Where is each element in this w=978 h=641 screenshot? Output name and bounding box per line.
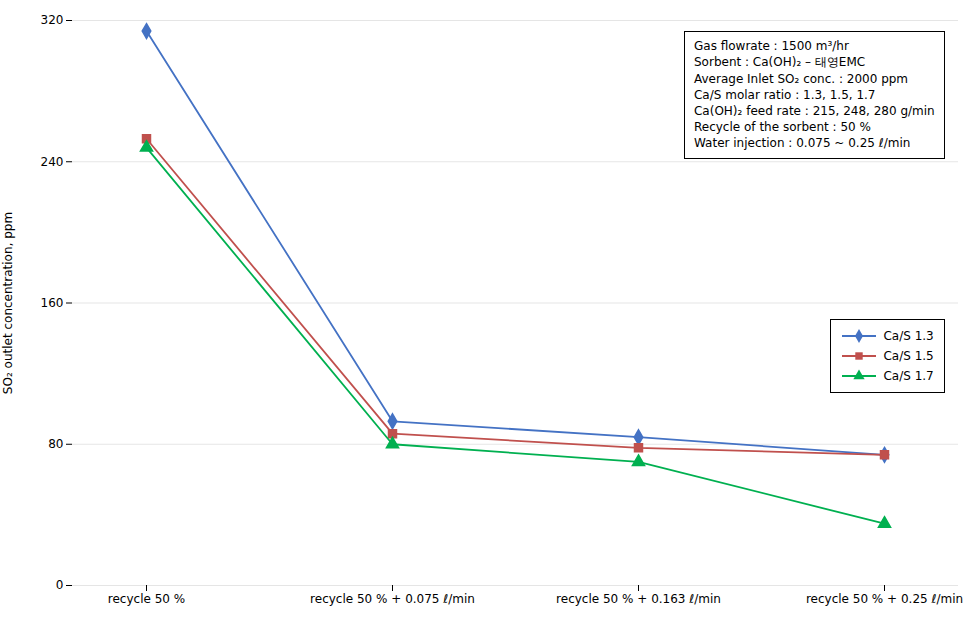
svg-text:160: 160: [41, 296, 64, 310]
html-text:Ca/S 1.3: Ca/S 1.3: [883, 329, 934, 344]
svg-text:recycle 50 % + 0.163 ℓ/min: recycle 50 % + 0.163 ℓ/min: [556, 592, 721, 606]
svg-text:recycle 50 % + 0.075 ℓ/min: recycle 50 % + 0.075 ℓ/min: [310, 592, 475, 606]
svg-text:0: 0: [56, 578, 64, 592]
html-text:Ca/S 1.7: Ca/S 1.7: [883, 369, 934, 384]
html-text:Gas flowrate : 1500 m³/hr Sorb: Gas flowrate : 1500 m³/hr Sorbent : Ca(O…: [694, 39, 935, 151]
svg-text:recycle 50 % + 0.25 ℓ/min: recycle 50 % + 0.25 ℓ/min: [806, 592, 963, 606]
svg-text:SO₂ outlet concentration, ppm: SO₂ outlet concentration, ppm: [1, 212, 15, 394]
html-text:Ca/S 1.5: Ca/S 1.5: [883, 349, 934, 364]
svg-text:320: 320: [41, 13, 64, 27]
svg-text:80: 80: [48, 437, 63, 451]
svg-text:240: 240: [41, 155, 64, 169]
svg-text:recycle 50 %: recycle 50 %: [108, 592, 185, 606]
